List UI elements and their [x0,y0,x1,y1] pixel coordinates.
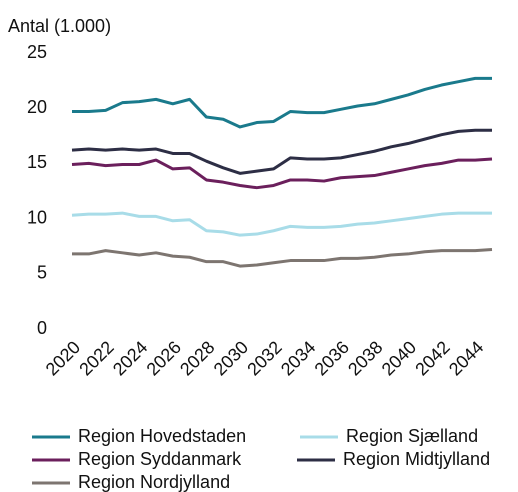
x-tick-label: 2022 [75,337,117,379]
x-tick-label: 2024 [109,337,151,379]
legend-label: Region Nordjylland [78,472,230,492]
x-tick-label: 2036 [311,337,353,379]
x-tick-label: 2044 [445,337,487,379]
x-tick-label: 2040 [378,337,420,379]
x-tick-label: 2042 [411,337,453,379]
x-tick-label: 2034 [277,337,319,379]
y-tick-label: 10 [27,207,47,227]
x-tick-label: 2030 [210,337,252,379]
y-axis-label: Antal (1.000) [8,16,111,36]
x-tick-label: 2038 [344,337,386,379]
y-tick-label: 5 [37,263,47,283]
legend-label: Region Midtjylland [343,449,490,469]
y-tick-label: 20 [27,97,47,117]
y-tick-label: 15 [27,152,47,172]
line-series [72,248,493,268]
legend-label: Region Sjælland [346,426,478,446]
y-tick-label: 0 [37,318,47,338]
x-tick-label: 2020 [42,337,84,379]
x-tick-label: 2026 [143,337,185,379]
line-series [71,157,493,190]
legend-label: Region Syddanmark [78,449,242,469]
line-series [71,128,492,175]
x-tick-label: 2028 [176,337,218,379]
line-series [72,76,492,129]
legend-label: Region Hovedstaden [78,426,246,446]
y-tick-label: 25 [27,42,47,62]
x-tick-label: 2032 [243,337,285,379]
line-series [71,211,492,237]
